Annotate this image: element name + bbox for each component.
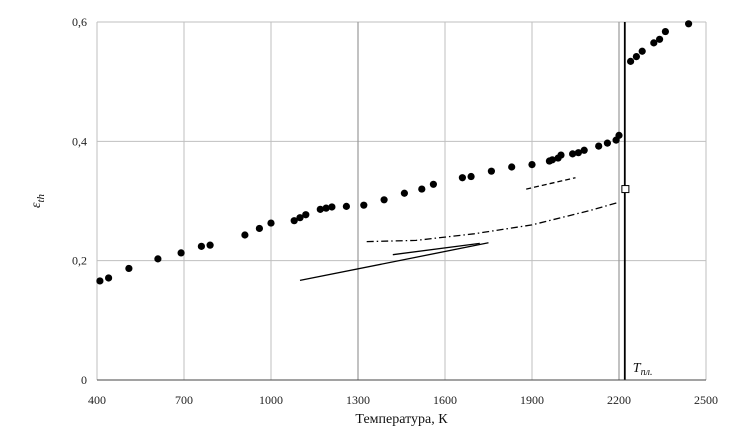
data-point	[638, 47, 646, 55]
x-tick-label: 1000	[259, 393, 283, 407]
melting-point-text: Tпл.	[633, 361, 653, 378]
data-point	[290, 217, 298, 225]
data-point	[580, 146, 588, 154]
series-line-dashed	[526, 177, 576, 190]
data-point	[528, 161, 536, 169]
y-tick-labels: 0 0,2 0,4 0,6	[72, 15, 87, 387]
data-point	[603, 139, 612, 147]
data-point	[316, 205, 324, 213]
x-tick-label: 1600	[433, 393, 457, 407]
y-axis-title: εth	[29, 193, 47, 208]
data-point	[328, 203, 336, 211]
data-point	[574, 149, 583, 157]
data-point	[429, 180, 437, 188]
data-point	[267, 219, 275, 227]
open-square-marker	[621, 185, 630, 194]
x-tick-label: 2200	[607, 393, 631, 407]
x-tick-label: 1300	[346, 393, 370, 407]
y-tick-label: 0,2	[72, 254, 87, 268]
data-point	[418, 185, 426, 193]
data-point	[467, 172, 475, 181]
series-line-solid	[392, 242, 480, 256]
data-point	[487, 167, 495, 175]
series-line-dashdot	[366, 201, 620, 243]
y-tick-label: 0	[81, 373, 87, 387]
data-markers	[96, 20, 693, 285]
data-point	[380, 196, 388, 204]
x-axis-title: Температура, К	[355, 412, 448, 427]
data-point	[557, 151, 565, 159]
data-point	[627, 57, 635, 65]
data-point	[508, 163, 516, 171]
data-point	[255, 224, 263, 233]
y-tick-label: 0,4	[72, 134, 87, 148]
series-line-solid	[299, 242, 489, 282]
data-point	[656, 35, 664, 43]
data-point	[650, 39, 658, 47]
data-point	[569, 150, 577, 158]
data-point	[615, 131, 623, 139]
data-point	[685, 20, 693, 28]
data-point	[661, 27, 670, 36]
x-tick-label: 1900	[520, 393, 544, 407]
data-point	[595, 142, 603, 150]
data-point	[206, 241, 214, 249]
data-point	[241, 231, 249, 239]
reference-lines	[357, 22, 626, 380]
data-point	[400, 189, 408, 197]
data-point	[342, 202, 350, 210]
data-point	[360, 201, 368, 209]
data-point	[177, 249, 185, 257]
y-axis-label-text: εth	[29, 193, 47, 208]
melting-point-label: Tпл.	[633, 361, 653, 378]
data-point	[96, 277, 104, 285]
x-tick-labels: 400 700 1000 1300 1600 1900 2200 2500	[88, 393, 718, 407]
data-point	[154, 255, 162, 263]
y-tick-label: 0,6	[72, 15, 87, 29]
data-point	[296, 214, 304, 222]
grid-layer	[96, 21, 707, 381]
x-tick-label: 400	[88, 393, 106, 407]
data-point	[125, 264, 133, 273]
data-point	[548, 156, 556, 164]
data-point	[197, 242, 205, 250]
data-point	[458, 174, 466, 182]
data-point	[632, 53, 641, 61]
data-point	[322, 204, 330, 212]
x-tick-label: 700	[175, 393, 193, 407]
data-point	[302, 211, 310, 219]
series-lines	[299, 177, 620, 282]
data-point	[105, 274, 113, 282]
x-tick-label: 2500	[694, 393, 718, 407]
